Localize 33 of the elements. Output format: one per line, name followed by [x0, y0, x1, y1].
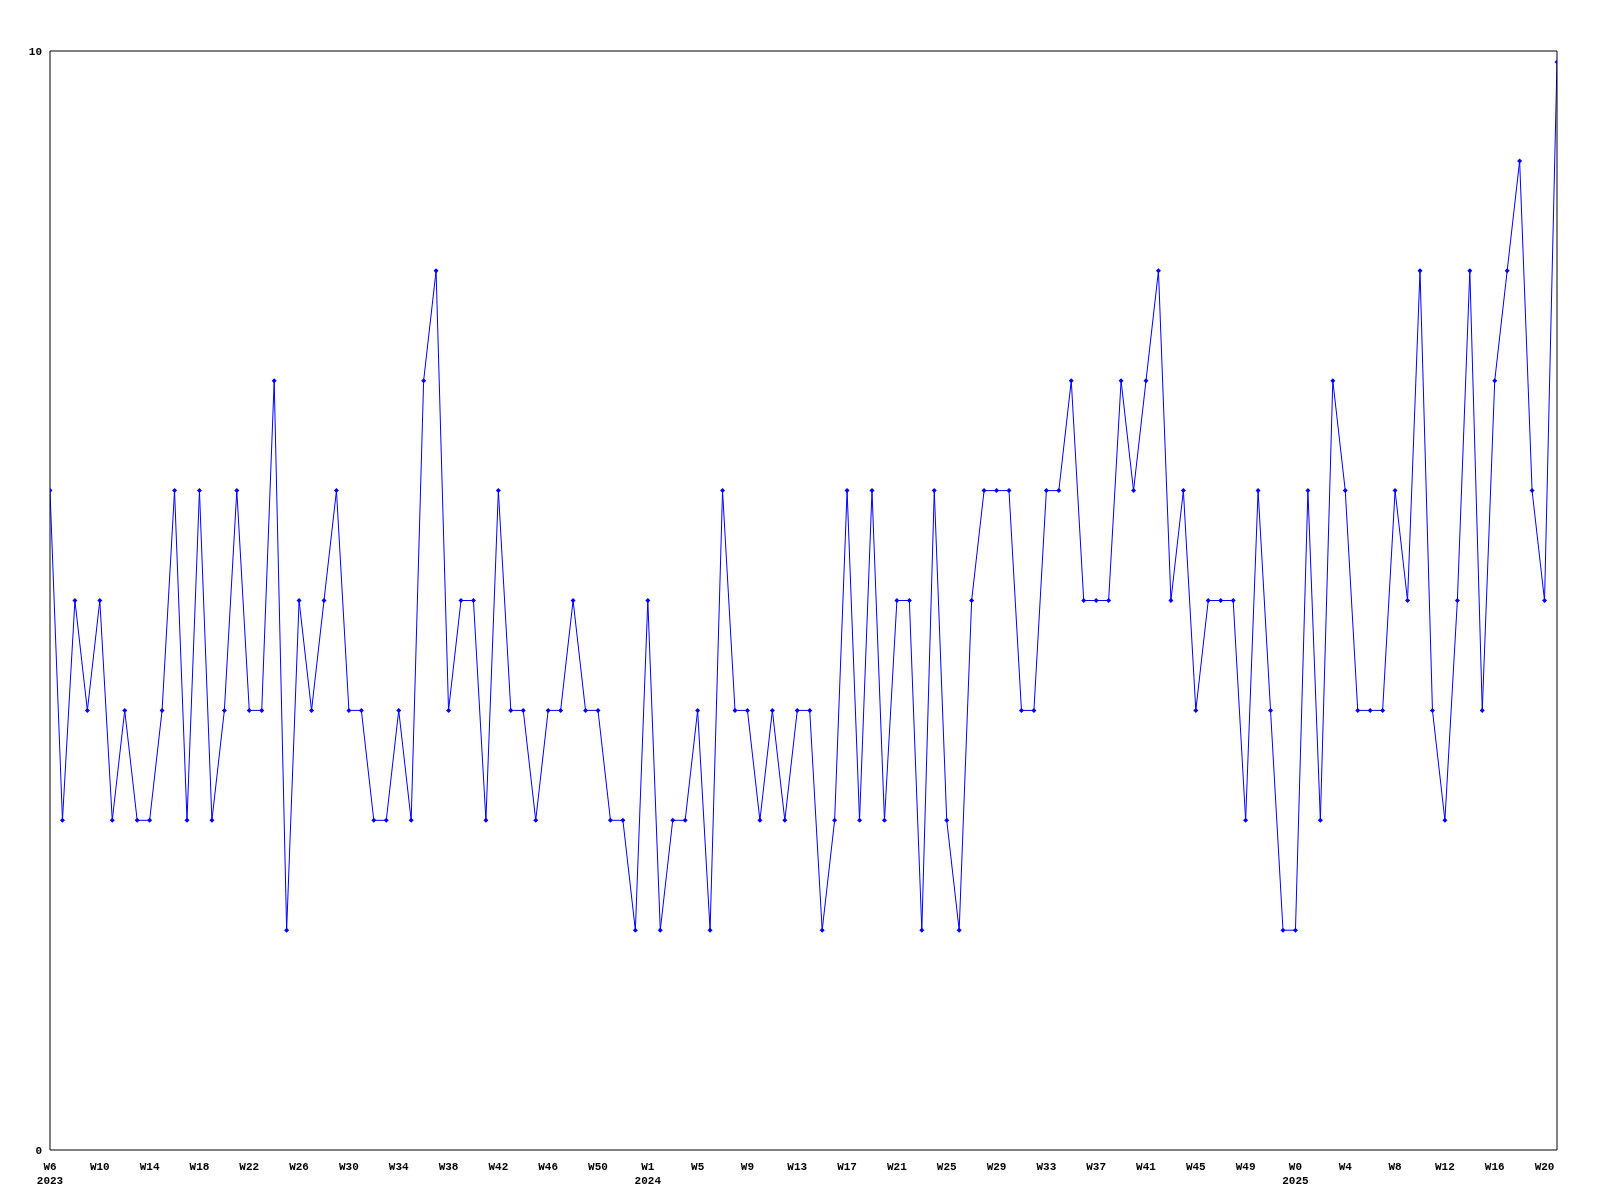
x-tick-label: W12: [1435, 1161, 1455, 1173]
x-tick-label: W14: [139, 1161, 160, 1173]
x-tick-label: W42: [488, 1161, 509, 1173]
x-tick-label: W41: [1136, 1161, 1157, 1173]
x-tick-label: W25: [936, 1161, 958, 1173]
x-tick-label: W18: [189, 1161, 210, 1173]
x-tick-label: W5: [691, 1161, 705, 1173]
x-tick-label: W6 2023: [36, 1161, 64, 1187]
x-tick-label: W1 2024: [634, 1161, 662, 1187]
x-tick-label: W50: [588, 1161, 608, 1173]
x-tick-label: W30: [339, 1161, 359, 1173]
x-tick-label: W4: [1338, 1161, 1353, 1173]
x-tick-label: W0 2025: [1282, 1161, 1310, 1187]
y-tick-label: 10: [28, 45, 42, 58]
x-tick-label: W9: [740, 1161, 755, 1173]
x-tick-label: W10: [89, 1161, 110, 1173]
x-tick-label: W17: [837, 1161, 857, 1173]
x-tick-label: W21: [887, 1161, 908, 1173]
x-tick-label: W16: [1484, 1161, 1505, 1173]
x-tick-label: W8: [1388, 1161, 1403, 1173]
x-tick-label: W38: [438, 1161, 459, 1173]
x-tick-label: W33: [1036, 1161, 1057, 1173]
x-tick-label: W22: [239, 1161, 260, 1173]
x-tick-label: W45: [1185, 1161, 1207, 1173]
x-tick-label: W13: [787, 1161, 808, 1173]
x-tick-label: W49: [1235, 1161, 1256, 1173]
x-tick-label: W37: [1086, 1161, 1107, 1173]
x-tick-label: W29: [986, 1161, 1007, 1173]
x-tick-label: W20: [1534, 1161, 1555, 1173]
y-tick-label: 0: [35, 1144, 42, 1157]
x-tick-label: W34: [388, 1161, 410, 1173]
x-tick-label: W26: [289, 1161, 309, 1173]
x-tick-label: W46: [538, 1161, 559, 1173]
